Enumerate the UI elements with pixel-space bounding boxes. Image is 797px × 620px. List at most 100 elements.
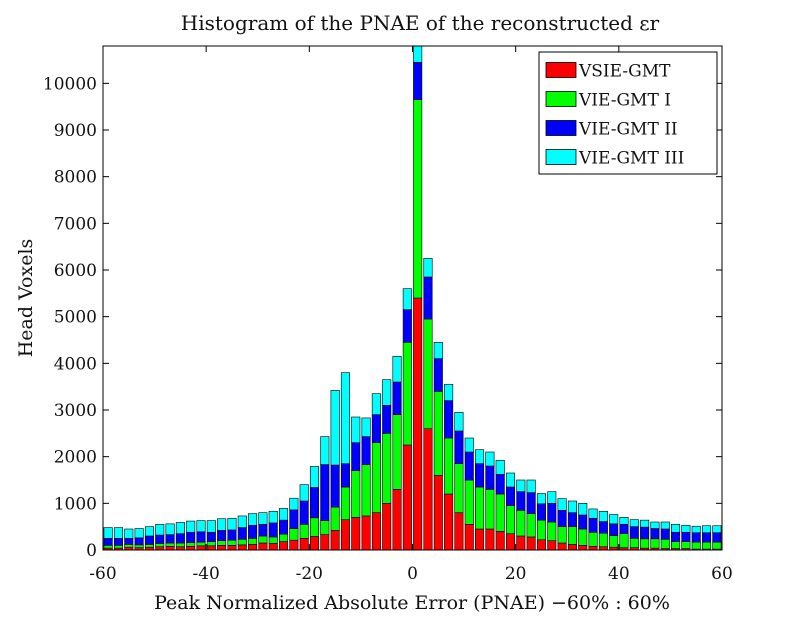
bar-vie-gmt-ii-3	[134, 537, 144, 546]
bar-vie-gmt-ii-54	[660, 528, 670, 540]
bar-vie-gmt-iii-2	[124, 528, 134, 539]
bar-vsie-gmt-8	[186, 545, 196, 551]
bar-vsie-gmt-45	[567, 544, 577, 551]
bar-vie-gmt-ii-46	[578, 514, 588, 530]
bar-vie-gmt-iii-29	[402, 288, 412, 310]
y-tick-label: 10000	[43, 74, 97, 94]
x-tick-label: -20	[296, 564, 323, 584]
bar-vie-gmt-i-44	[557, 526, 567, 544]
bar-vie-gmt-iii-4	[144, 526, 154, 537]
bar-vie-gmt-ii-33	[444, 400, 454, 439]
bar-vie-gmt-iii-17	[279, 508, 289, 521]
y-tick-label: 7000	[54, 214, 97, 234]
bar-vie-gmt-ii-2	[124, 538, 134, 545]
bar-vie-gmt-iii-8	[186, 520, 196, 533]
bar-vie-gmt-i-48	[598, 532, 608, 548]
bar-vsie-gmt-15	[258, 542, 268, 551]
bar-vie-gmt-ii-8	[186, 531, 196, 543]
bar-vie-gmt-iii-23	[340, 372, 350, 464]
bar-vie-gmt-i-3	[134, 544, 144, 548]
x-tick-label: 40	[608, 564, 630, 584]
bar-vie-gmt-iii-19	[299, 484, 309, 502]
bar-vie-gmt-i-53	[650, 538, 660, 549]
bar-vie-gmt-ii-20	[309, 487, 320, 519]
bar-vie-gmt-ii-11	[217, 530, 227, 541]
bar-vie-gmt-i-11	[217, 540, 227, 546]
bar-vie-gmt-iii-52	[640, 519, 650, 528]
bar-vie-gmt-ii-44	[557, 510, 567, 527]
bar-vie-gmt-ii-26	[371, 414, 381, 443]
y-tick-label: 3000	[54, 401, 97, 421]
bar-vie-gmt-ii-15	[258, 524, 268, 537]
bar-vie-gmt-iii-27	[382, 379, 392, 406]
bar-vie-gmt-ii-1	[113, 538, 124, 546]
bar-vie-gmt-i-22	[330, 506, 340, 531]
bar-vsie-gmt-40	[516, 535, 526, 551]
bar-vie-gmt-iii-16	[268, 510, 278, 524]
bar-vie-gmt-i-42	[536, 519, 546, 541]
bar-vie-gmt-iii-41	[526, 479, 536, 493]
bar-vie-gmt-ii-10	[206, 531, 216, 542]
bar-vsie-gmt-38	[495, 531, 505, 551]
bar-vie-gmt-iii-6	[165, 523, 175, 535]
y-tick-label: 4000	[54, 354, 97, 374]
bar-vie-gmt-ii-38	[495, 474, 505, 495]
bar-vsie-gmt-11	[217, 545, 227, 551]
bar-vie-gmt-iii-57	[691, 525, 701, 534]
bar-vie-gmt-ii-31	[423, 276, 433, 320]
bar-vsie-gmt-16	[268, 543, 278, 551]
bar-vsie-gmt-19	[299, 538, 309, 551]
bar-vie-gmt-i-46	[578, 528, 588, 546]
bar-vie-gmt-i-25	[361, 464, 371, 517]
bar-vie-gmt-i-37	[485, 489, 495, 530]
bar-vsie-gmt-39	[505, 533, 516, 551]
x-tick-label: -60	[89, 564, 116, 584]
bar-vie-gmt-iii-30	[413, 45, 423, 63]
bar-vie-gmt-iii-21	[320, 436, 330, 465]
bars-group	[103, 45, 722, 551]
bar-vie-gmt-ii-4	[144, 535, 154, 545]
bar-vie-gmt-iii-1	[113, 527, 124, 539]
bar-vie-gmt-ii-40	[516, 491, 526, 511]
bar-vie-gmt-ii-7	[175, 533, 185, 544]
y-tick-label: 1000	[54, 494, 97, 514]
bar-vie-gmt-i-27	[382, 433, 392, 504]
bar-vie-gmt-ii-24	[351, 442, 361, 471]
y-tick-label: 2000	[54, 448, 97, 468]
bar-vie-gmt-i-38	[495, 493, 505, 532]
bar-vie-gmt-ii-5	[155, 534, 165, 544]
bar-vie-gmt-i-45	[567, 526, 577, 545]
bar-vie-gmt-ii-34	[454, 430, 464, 464]
bar-vie-gmt-iii-32	[433, 342, 443, 359]
bar-vie-gmt-ii-12	[227, 529, 237, 541]
bar-vie-gmt-i-23	[340, 486, 350, 520]
bar-vie-gmt-iii-44	[557, 498, 567, 511]
bar-vie-gmt-iii-15	[258, 512, 268, 525]
bar-vsie-gmt-14	[248, 544, 258, 551]
bar-vie-gmt-i-17	[279, 533, 289, 542]
bar-vie-gmt-i-59	[712, 541, 722, 550]
y-tick-label: 0	[86, 541, 97, 561]
bar-vie-gmt-iii-47	[588, 508, 598, 519]
bar-vie-gmt-i-8	[186, 542, 196, 547]
bar-vie-gmt-ii-53	[650, 528, 660, 540]
bar-vie-gmt-i-5	[155, 543, 165, 548]
bar-vsie-gmt-13	[237, 544, 247, 551]
bar-vsie-gmt-12	[227, 545, 237, 551]
bar-vie-gmt-iii-59	[712, 525, 722, 534]
bar-vie-gmt-iii-53	[650, 521, 660, 529]
y-tick-label: 8000	[54, 168, 97, 188]
bar-vie-gmt-i-19	[299, 524, 309, 539]
legend-label-vie-gmt-iii: VIE-GMT III	[578, 149, 684, 169]
legend-swatch-vie-gmt-i	[545, 91, 577, 107]
bar-vie-gmt-ii-47	[588, 517, 598, 533]
bar-vsie-gmt-33	[444, 493, 454, 551]
x-tick-label: 0	[407, 564, 418, 584]
bar-vie-gmt-i-40	[516, 510, 526, 537]
bar-vsie-gmt-47	[588, 545, 598, 551]
bar-vie-gmt-i-26	[371, 442, 381, 513]
bar-vie-gmt-i-6	[165, 542, 175, 547]
bar-vie-gmt-i-55	[671, 541, 681, 549]
bar-vie-gmt-iii-37	[485, 451, 495, 467]
bar-vie-gmt-i-21	[320, 520, 330, 535]
